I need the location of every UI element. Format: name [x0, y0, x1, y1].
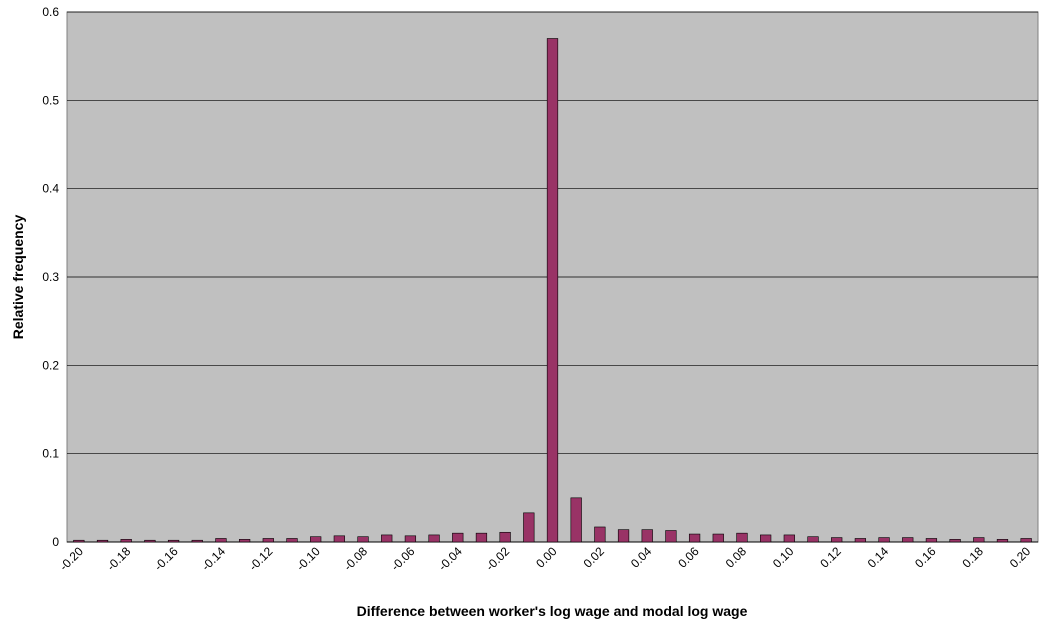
x-tick-label: -0.08 [341, 544, 370, 573]
y-tick-label: 0.2 [42, 358, 59, 372]
bar [428, 534, 440, 543]
bar [475, 532, 488, 543]
bars [73, 38, 1032, 543]
bar [144, 539, 156, 543]
bar [925, 538, 938, 543]
y-axis-tick-labels: 0 0.1 0.2 0.3 0.4 0.5 0.6 [42, 5, 59, 549]
bar [712, 533, 724, 543]
y-tick-label: 0.4 [42, 182, 59, 196]
bar [120, 539, 132, 543]
x-tick-label: 0.02 [581, 544, 608, 571]
bar [73, 539, 85, 543]
bar [286, 538, 298, 543]
x-tick-label: -0.12 [246, 544, 275, 573]
x-tick-label: -0.16 [151, 544, 180, 573]
bar [736, 532, 748, 543]
bar [523, 512, 535, 543]
bar [973, 537, 985, 543]
bar [807, 536, 819, 543]
bar [238, 539, 251, 543]
bar [333, 535, 345, 543]
bar [996, 539, 1009, 543]
bar [783, 534, 795, 543]
x-tick-label: 0.10 [770, 544, 797, 571]
bar [594, 526, 606, 543]
bar [499, 531, 511, 543]
x-tick-label: 0.12 [817, 544, 844, 571]
bar [831, 537, 843, 543]
x-tick-label: 0.20 [1007, 544, 1034, 571]
bar [854, 538, 867, 543]
x-tick-label: -0.18 [104, 544, 133, 573]
bar [191, 539, 203, 543]
x-tick-label: 0.06 [675, 544, 702, 571]
y-axis-title: Relative frequency [10, 215, 26, 340]
bar [902, 537, 914, 543]
bar [404, 535, 417, 543]
x-tick-label: -0.04 [436, 544, 465, 573]
bar [878, 537, 890, 543]
bar [381, 534, 393, 543]
x-tick-label: -0.14 [199, 544, 228, 573]
y-tick-label: 0.6 [42, 5, 59, 19]
bar [167, 539, 180, 543]
bar [357, 536, 369, 543]
y-tick-label: 0 [52, 535, 59, 549]
x-tick-label: -0.06 [388, 544, 417, 573]
bar [215, 538, 227, 543]
bar [546, 38, 559, 543]
bar [96, 539, 109, 543]
x-axis-title: Difference between worker's log wage and… [357, 603, 748, 619]
x-tick-label: 0.16 [912, 544, 939, 571]
x-axis-tick-labels: -0.20 -0.18 -0.16 -0.14 -0.12 -0.10 -0.08 -0.06… [57, 544, 1034, 573]
x-tick-label: 0.08 [723, 544, 750, 571]
x-tick-label: 0.04 [628, 544, 655, 571]
x-tick-label: -0.10 [294, 544, 323, 573]
x-tick-label: -0.02 [483, 544, 512, 573]
y-tick-label: 0.1 [42, 447, 59, 461]
bar [310, 536, 322, 543]
y-tick-label: 0.3 [42, 270, 59, 284]
x-tick-label: 0.14 [865, 544, 892, 571]
bar [949, 539, 961, 543]
x-tick-label: 0.00 [533, 544, 560, 571]
bar [262, 538, 274, 543]
bar [617, 529, 630, 543]
bar [452, 532, 464, 543]
bar [665, 530, 677, 543]
bar [760, 534, 772, 543]
bar [641, 529, 653, 543]
x-tick-label: -0.20 [57, 544, 86, 573]
x-tick-label: 0.18 [959, 544, 986, 571]
bar [1020, 538, 1032, 543]
bar [688, 533, 701, 543]
bar [570, 497, 582, 543]
y-tick-label: 0.5 [42, 93, 59, 107]
